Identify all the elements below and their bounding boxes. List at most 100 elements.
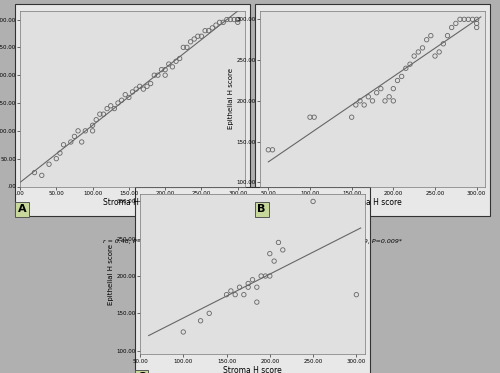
Point: [274, 239, 282, 245]
Point: [222, 292, 230, 298]
Point: [234, 19, 241, 25]
Point: [223, 16, 231, 22]
X-axis label: Stroma H score: Stroma H score: [103, 198, 162, 207]
Point: [103, 106, 111, 112]
Point: [136, 83, 144, 89]
Text: C: C: [138, 372, 145, 373]
Point: [410, 53, 418, 59]
Point: [414, 49, 422, 55]
Point: [212, 22, 220, 28]
Point: [161, 72, 169, 78]
Point: [236, 284, 244, 290]
Point: [186, 39, 194, 45]
Point: [270, 258, 278, 264]
Point: [472, 25, 480, 31]
Point: [125, 94, 133, 100]
Point: [264, 147, 272, 153]
Point: [435, 49, 443, 55]
Point: [372, 90, 380, 96]
Point: [219, 19, 227, 25]
Point: [96, 111, 104, 117]
Point: [306, 114, 314, 120]
Point: [180, 329, 188, 335]
Point: [30, 170, 38, 176]
Point: [168, 64, 176, 70]
Point: [444, 33, 452, 39]
Text: r = 0.29, P=0.009*: r = 0.29, P=0.009*: [342, 239, 402, 244]
Point: [456, 16, 464, 22]
Point: [464, 16, 472, 22]
Point: [161, 67, 169, 73]
Point: [204, 28, 212, 34]
Text: B: B: [258, 204, 266, 214]
Point: [394, 78, 402, 84]
Point: [140, 86, 147, 92]
Point: [244, 280, 252, 286]
Point: [431, 53, 439, 59]
Point: [60, 142, 68, 148]
Point: [240, 292, 248, 298]
Point: [468, 16, 476, 22]
Y-axis label: Epithelial H score: Epithelial H score: [108, 244, 114, 305]
X-axis label: Stroma H score: Stroma H score: [343, 198, 402, 207]
Point: [165, 61, 173, 67]
Point: [52, 156, 60, 162]
Point: [427, 33, 435, 39]
Text: r = 0.48, P=0.00**: r = 0.48, P=0.00**: [103, 239, 162, 244]
Y-axis label: Epithelial H score: Epithelial H score: [228, 68, 234, 129]
Point: [92, 117, 100, 123]
Point: [216, 19, 224, 25]
Point: [158, 67, 166, 73]
Point: [38, 172, 46, 178]
Point: [352, 292, 360, 298]
Point: [268, 147, 276, 153]
Point: [201, 28, 209, 34]
Point: [70, 134, 78, 140]
Point: [196, 318, 204, 324]
Point: [266, 273, 274, 279]
Point: [78, 139, 86, 145]
Text: A: A: [18, 204, 26, 214]
Point: [279, 247, 287, 253]
Point: [154, 72, 162, 78]
Point: [309, 198, 317, 204]
Point: [180, 44, 188, 50]
Point: [121, 92, 129, 98]
Point: [418, 45, 426, 51]
Point: [190, 36, 198, 42]
Point: [132, 86, 140, 92]
Point: [402, 65, 410, 71]
Point: [198, 33, 205, 39]
Point: [352, 102, 360, 108]
Point: [143, 83, 151, 89]
Point: [368, 98, 376, 104]
Point: [381, 98, 389, 104]
Point: [440, 41, 448, 47]
Point: [422, 37, 430, 43]
Point: [150, 72, 158, 78]
Point: [205, 310, 213, 316]
Point: [118, 97, 126, 103]
Point: [364, 94, 372, 100]
Point: [244, 284, 252, 290]
Point: [262, 273, 270, 279]
Point: [176, 56, 184, 62]
Point: [194, 33, 202, 39]
Point: [183, 44, 191, 50]
Point: [88, 122, 96, 128]
Point: [74, 128, 82, 134]
Point: [460, 16, 468, 22]
Point: [231, 292, 239, 298]
Point: [146, 81, 154, 87]
Point: [230, 16, 238, 22]
Point: [88, 128, 96, 134]
Point: [128, 89, 136, 95]
Point: [310, 114, 318, 120]
Point: [45, 161, 53, 167]
Point: [398, 73, 406, 79]
Point: [248, 277, 256, 283]
Point: [110, 106, 118, 112]
Point: [472, 16, 480, 22]
Point: [266, 251, 274, 257]
Point: [172, 58, 180, 64]
